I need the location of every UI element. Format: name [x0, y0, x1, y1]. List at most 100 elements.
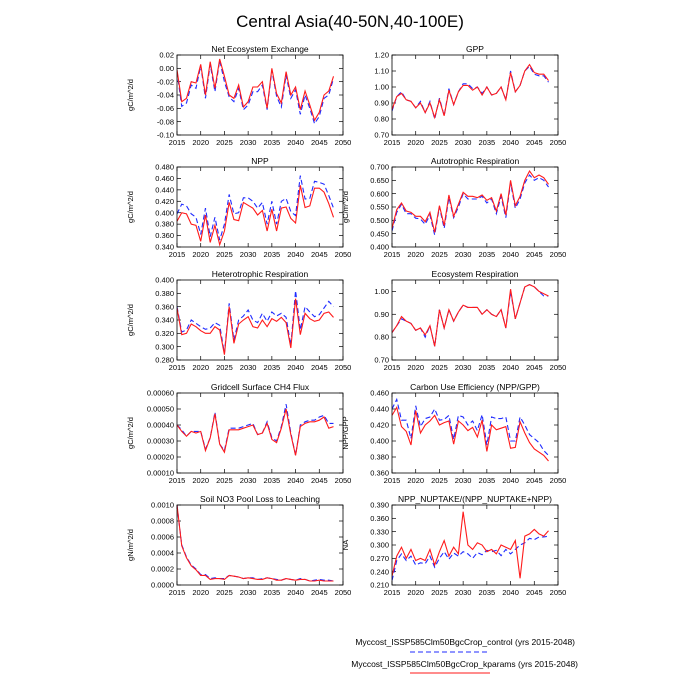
x-tick-label: 2035	[479, 138, 496, 147]
y-axis-label: gC/m^2/d	[126, 79, 135, 111]
y-tick-label: -0.04	[157, 91, 174, 100]
y-tick-label: 0.90	[374, 99, 389, 108]
y-tick-label: -0.10	[157, 131, 174, 140]
y-tick-label: 0.400	[155, 208, 174, 217]
panel-title: Net Ecosystem Exchange	[211, 44, 309, 54]
x-tick-label: 2045	[526, 588, 543, 597]
x-tick-label: 2025	[216, 250, 233, 259]
x-tick-label: 2040	[287, 588, 304, 597]
y-tick-label: 0.0000	[151, 581, 174, 590]
y-tick-label: 0.650	[370, 176, 389, 185]
y-tick-label: 0.360	[370, 514, 389, 523]
y-tick-label: 0.0008	[151, 517, 174, 526]
panel-title: Ecosystem Respiration	[432, 269, 519, 279]
y-tick-label: 1.00	[374, 287, 389, 296]
y-tick-label: 1.00	[374, 83, 389, 92]
series-line-control	[177, 290, 334, 354]
y-tick-label: 0.340	[155, 316, 174, 325]
x-tick-label: 2040	[287, 250, 304, 259]
x-tick-label: 2035	[264, 250, 281, 259]
x-tick-label: 2030	[240, 138, 257, 147]
x-tick-label: 2040	[502, 363, 519, 372]
panel-ecosystem-respiration: Ecosystem Respiration 2015 2020 2025 2030 203…	[374, 269, 566, 372]
panel-carbon-use-efficiency-npp-gpp: Carbon Use Efficiency (NPP/GPP) NPP/GPP 20…	[341, 382, 566, 485]
series-line-kparams	[392, 283, 549, 347]
y-tick-label: 0.360	[155, 231, 174, 240]
y-tick-label: 0.300	[370, 541, 389, 550]
series-line-control	[392, 397, 549, 456]
panel-title: Heterotrophic Respiration	[212, 269, 309, 279]
y-tick-label: 0.00060	[147, 389, 174, 398]
series-line-kparams	[177, 408, 334, 456]
plot-frame	[176, 54, 344, 136]
y-tick-label: 0.440	[370, 405, 389, 414]
y-tick-label: 0.00050	[147, 405, 174, 414]
x-tick-label: 2045	[311, 476, 328, 485]
series-line-kparams	[392, 405, 549, 462]
y-tick-label: -0.06	[157, 104, 174, 113]
x-tick-label: 2030	[455, 250, 472, 259]
series-line-control	[392, 65, 549, 120]
panel-gpp: GPP 2015 2020 2025 2030 2035 2040 2045 2050 0.70 0…	[374, 44, 566, 147]
x-tick-label: 2015	[169, 250, 186, 259]
x-tick-label: 2040	[502, 588, 519, 597]
x-tick-label: 2040	[287, 138, 304, 147]
y-tick-label: 0.240	[370, 567, 389, 576]
panel-gridcell-surface-ch4-flux: Gridcell Surface CH4 Flux gC/m^2/d 2015 202…	[126, 382, 351, 485]
x-tick-label: 2035	[264, 588, 281, 597]
x-tick-label: 2040	[502, 138, 519, 147]
x-tick-label: 2050	[550, 138, 567, 147]
x-tick-label: 2030	[455, 476, 472, 485]
y-tick-label: 0.480	[155, 163, 174, 172]
x-tick-label: 2015	[169, 363, 186, 372]
x-tick-label: 2035	[264, 363, 281, 372]
y-tick-label: 0.340	[155, 243, 174, 252]
y-tick-label: 0.420	[370, 421, 389, 430]
plot-frame	[176, 166, 344, 248]
panel-title: Soil NO3 Pool Loss to Leaching	[200, 494, 320, 504]
x-tick-label: 2030	[240, 363, 257, 372]
y-axis-label: gC/m^2/d	[126, 304, 135, 336]
x-tick-label: 2020	[407, 588, 424, 597]
x-tick-label: 2040	[502, 250, 519, 259]
x-tick-label: 2020	[192, 476, 209, 485]
y-tick-label: 0.380	[155, 289, 174, 298]
x-tick-label: 2020	[192, 363, 209, 372]
y-tick-label: 0.90	[374, 310, 389, 319]
series-line-kparams	[177, 58, 335, 122]
y-tick-label: 0.0006	[151, 533, 174, 542]
x-tick-label: 2020	[407, 250, 424, 259]
x-tick-label: 2045	[311, 250, 328, 259]
x-tick-label: 2045	[526, 138, 543, 147]
y-tick-label: 0.300	[155, 342, 174, 351]
x-tick-label: 2050	[550, 476, 567, 485]
x-tick-label: 2015	[169, 588, 186, 597]
y-axis-label: gC/m^2/d	[126, 417, 135, 449]
y-tick-label: 0.00030	[147, 437, 174, 446]
y-tick-label: 0.460	[370, 389, 389, 398]
x-tick-label: 2030	[455, 588, 472, 597]
y-tick-label: 0.600	[370, 189, 389, 198]
y-tick-label: 0.70	[374, 131, 389, 140]
x-tick-label: 2025	[431, 363, 448, 372]
x-tick-label: 2015	[169, 476, 186, 485]
plot-frame	[391, 392, 559, 474]
plot-frame	[176, 504, 344, 586]
x-tick-label: 2035	[479, 588, 496, 597]
panel-title: Autotrophic Respiration	[431, 156, 520, 166]
panel-heterotrophic-respiration: Heterotrophic Respiration gC/m^2/d 2015 202…	[126, 269, 351, 372]
y-tick-label: 1.20	[374, 51, 389, 60]
y-axis-label: gC/m^2/d	[341, 191, 350, 223]
x-tick-label: 2040	[502, 476, 519, 485]
y-tick-label: 0.380	[370, 453, 389, 462]
y-axis-label: gC/m^2/d	[126, 191, 135, 223]
y-tick-label: 0.00020	[147, 453, 174, 462]
x-tick-label: 2045	[526, 363, 543, 372]
x-tick-label: 2020	[192, 250, 209, 259]
x-tick-label: 2050	[550, 363, 567, 372]
y-tick-label: 0.00040	[147, 421, 174, 430]
y-tick-label: 0.80	[374, 115, 389, 124]
x-tick-label: 2015	[384, 138, 401, 147]
series-line-kparams	[392, 511, 549, 579]
